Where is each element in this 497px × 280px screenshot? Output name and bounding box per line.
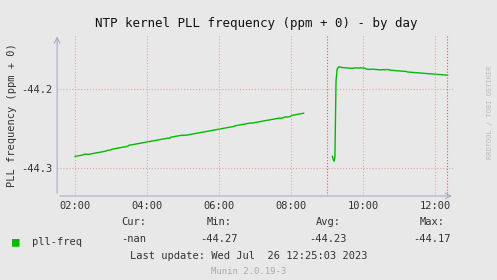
Text: Avg:: Avg: <box>316 217 340 227</box>
Text: -44.27: -44.27 <box>200 234 238 244</box>
Text: Max:: Max: <box>420 217 445 227</box>
Text: Last update: Wed Jul  26 12:25:03 2023: Last update: Wed Jul 26 12:25:03 2023 <box>130 251 367 261</box>
Y-axis label: PLL frequency (ppm + 0): PLL frequency (ppm + 0) <box>7 43 17 187</box>
Text: -44.23: -44.23 <box>309 234 347 244</box>
Text: Munin 2.0.19-3: Munin 2.0.19-3 <box>211 267 286 276</box>
Text: -44.17: -44.17 <box>414 234 451 244</box>
Text: -nan: -nan <box>122 234 147 244</box>
Text: Cur:: Cur: <box>122 217 147 227</box>
Text: RRDTOOL / TOBI OETIKER: RRDTOOL / TOBI OETIKER <box>487 65 493 159</box>
Text: pll-freq: pll-freq <box>32 237 83 247</box>
Title: NTP kernel PLL frequency (ppm + 0) - by day: NTP kernel PLL frequency (ppm + 0) - by … <box>95 17 417 30</box>
Text: ■: ■ <box>12 236 20 249</box>
Text: Min:: Min: <box>206 217 231 227</box>
